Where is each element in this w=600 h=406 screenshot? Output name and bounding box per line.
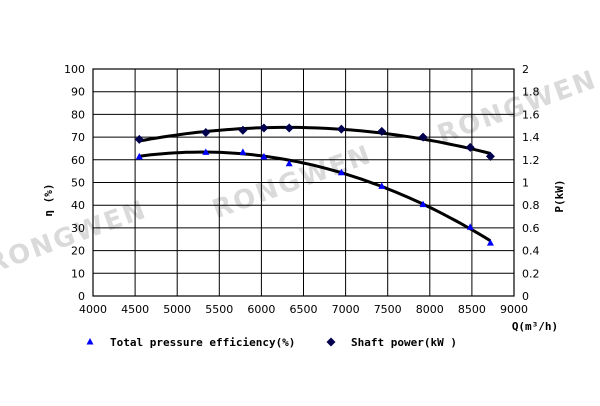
power-point: [336, 124, 346, 134]
x-tick-label: 9000: [500, 303, 528, 316]
y-right-tick-label: 0: [522, 290, 529, 303]
axis-titles: Q(m³/h) η (%) P(kW): [42, 179, 566, 333]
y-left-tick-label: 50: [71, 177, 85, 190]
x-axis-title: Q(m³/h): [512, 320, 558, 333]
power-point: [418, 132, 428, 142]
y-right-axis-title: P(kW): [553, 179, 566, 212]
efficiency-point: [378, 182, 386, 189]
y-right-tick-label: 2: [522, 63, 529, 76]
plot-frame: [92, 68, 515, 297]
efficiency-point: [260, 152, 268, 160]
power-point: [377, 126, 387, 136]
legend-efficiency-label: Total pressure efficiency(%): [110, 336, 295, 349]
power-point: [485, 151, 495, 161]
legend-power-label: Shaft power(kW ): [351, 336, 457, 349]
y-left-tick-label: 10: [71, 267, 85, 280]
power-point: [134, 134, 144, 144]
x-tick-label: 5000: [163, 303, 191, 316]
data-markers: [134, 123, 495, 246]
y-right-tick-label: 1.8: [522, 86, 540, 99]
y-left-tick-label: 20: [71, 245, 85, 258]
x-tick-label: 8000: [416, 303, 444, 316]
legend-power-marker: [326, 337, 336, 347]
plot-border: [92, 68, 515, 297]
curve-series-1: [139, 125, 491, 155]
y-right-tick-label: 0.8: [522, 199, 540, 212]
power-point: [238, 125, 248, 135]
y-left-tick-label: 80: [71, 108, 85, 121]
y-left-tick-label: 70: [71, 131, 85, 144]
y-left-tick-label: 30: [71, 222, 85, 235]
y-right-tick-label: 0.2: [522, 267, 540, 280]
x-tick-label: 7000: [332, 303, 360, 316]
y-left-tick-label: 100: [64, 63, 85, 76]
power-point: [201, 128, 211, 138]
x-tick-label: 6000: [247, 303, 275, 316]
efficiency-point: [202, 148, 210, 155]
y-left-axis-title: η (%): [42, 183, 55, 216]
fitted-curves: [139, 125, 492, 243]
power-point: [259, 123, 269, 133]
efficiency-point: [135, 152, 143, 160]
efficiency-point: [285, 159, 293, 167]
legend-efficiency-marker: [86, 338, 94, 345]
x-tick-label: 4000: [79, 303, 107, 316]
y-right-tick-label: 1: [522, 177, 529, 190]
legend: Total pressure efficiency(%) Shaft power(…: [86, 336, 457, 349]
y-right-tick-label: 1.6: [522, 108, 540, 121]
efficiency-point: [239, 148, 247, 155]
tick-labels: 4000 4500 5000 5500 6000 6500 7000 7500 8000 8500…: [64, 63, 540, 316]
y-right-tick-label: 0.4: [522, 245, 540, 258]
power-point: [465, 142, 475, 152]
y-right-tick-label: 0.6: [522, 222, 540, 235]
efficiency-point: [486, 239, 494, 246]
x-tick-label: 5500: [205, 303, 233, 316]
y-left-tick-label: 40: [71, 199, 85, 212]
y-left-tick-label: 60: [71, 154, 85, 167]
x-tick-label: 8500: [458, 303, 486, 316]
curve-series-0: [139, 150, 492, 243]
y-left-tick-label: 0: [78, 290, 85, 303]
efficiency-point: [337, 168, 345, 176]
grid: [93, 69, 514, 296]
y-left-tick-label: 90: [71, 86, 85, 99]
x-tick-label: 6500: [290, 303, 318, 316]
x-tick-label: 4500: [121, 303, 149, 316]
y-right-tick-label: 1.2: [522, 154, 540, 167]
y-right-tick-label: 1.4: [522, 131, 540, 144]
power-point: [284, 123, 294, 133]
efficiency-point: [419, 200, 427, 208]
x-tick-label: 7500: [374, 303, 402, 316]
efficiency-point: [466, 223, 474, 230]
